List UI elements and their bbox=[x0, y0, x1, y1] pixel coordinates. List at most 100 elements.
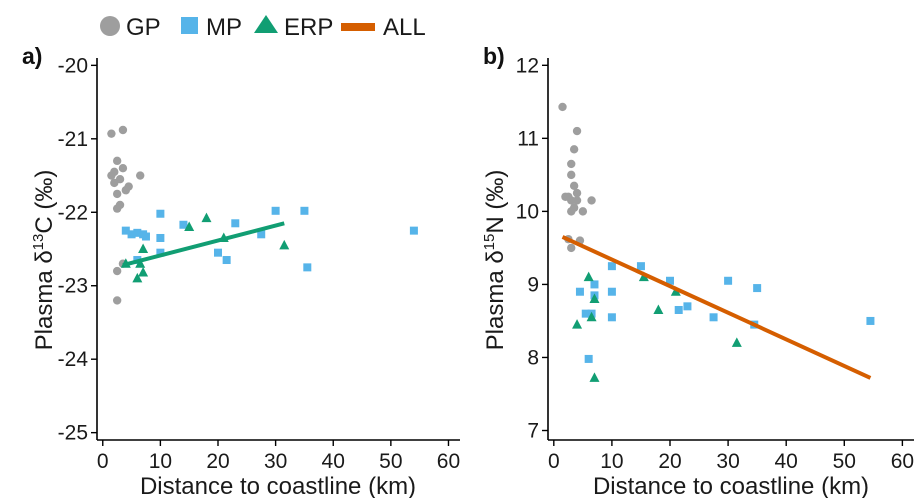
data-point-gp bbox=[107, 129, 116, 138]
data-point-erp bbox=[135, 258, 146, 268]
data-point-erp bbox=[201, 212, 212, 223]
fit-line-all bbox=[561, 235, 872, 380]
data-point-mp bbox=[214, 248, 222, 257]
data-point-mp bbox=[581, 309, 590, 318]
data-point-mp bbox=[709, 313, 718, 322]
x-tick-label: 20 bbox=[206, 450, 229, 473]
data-point-gp bbox=[107, 171, 116, 180]
data-point-gp bbox=[136, 171, 145, 180]
data-point-mp bbox=[575, 287, 584, 296]
data-point-mp bbox=[607, 313, 616, 322]
data-point-gp bbox=[118, 125, 128, 135]
panel-b: b) Plasma δ15N (‰) Distance to coastline… bbox=[481, 43, 914, 498]
data-point-mp bbox=[271, 206, 280, 215]
data-point-erp bbox=[132, 272, 143, 283]
data-point-mp bbox=[866, 316, 875, 325]
x-tick-label: 10 bbox=[149, 450, 172, 473]
data-point-erp bbox=[279, 239, 290, 250]
x-tick-label: 40 bbox=[322, 450, 345, 473]
data-point-gp bbox=[569, 145, 579, 154]
data-point-mp bbox=[222, 256, 231, 265]
x-tick-label: 40 bbox=[775, 450, 798, 473]
data-point-mp bbox=[666, 276, 674, 285]
data-point-mp bbox=[300, 206, 309, 215]
y-axis-title-b-sup: 15 bbox=[481, 234, 498, 251]
data-point-mp bbox=[133, 228, 142, 237]
data-point-mp bbox=[121, 226, 130, 235]
data-point-gp bbox=[569, 181, 579, 191]
data-point-erp bbox=[184, 221, 195, 231]
data-point-gp bbox=[110, 178, 119, 188]
data-point-gp bbox=[587, 196, 596, 205]
data-point-erp bbox=[583, 271, 594, 282]
y-tick-label: 12 bbox=[516, 54, 539, 77]
legend-marker-gp bbox=[100, 16, 120, 36]
x-tick-label: 20 bbox=[658, 450, 681, 473]
x-axis-title-a: Distance to coastline (km) bbox=[140, 473, 416, 498]
x-axis-title-b: Distance to coastline (km) bbox=[593, 473, 869, 498]
data-point-mp bbox=[607, 262, 616, 271]
y-axis-title-a-prefix: Plasma δ bbox=[31, 250, 58, 350]
legend-marker-mp bbox=[181, 17, 198, 34]
y-tick-label: -22 bbox=[58, 201, 88, 224]
data-point-gp bbox=[124, 182, 133, 191]
panel-label-a: a) bbox=[22, 43, 42, 69]
legend-label-mp: MP bbox=[206, 14, 242, 41]
fit-line-erp bbox=[122, 221, 285, 268]
y-tick-label: -21 bbox=[58, 128, 88, 151]
panel-a: a) Plasma δ13C (‰) Distance to coastline… bbox=[22, 43, 460, 498]
data-point-mp bbox=[156, 248, 165, 257]
data-point-erp bbox=[138, 267, 149, 277]
y-tick-label: 11 bbox=[517, 127, 539, 150]
legend-marker-erp bbox=[254, 15, 278, 33]
data-point-mp bbox=[607, 287, 616, 296]
data-point-erp bbox=[731, 337, 742, 347]
data-point-erp bbox=[138, 243, 149, 253]
x-tick-label: 50 bbox=[379, 450, 402, 473]
x-tick-label: 0 bbox=[97, 450, 109, 473]
data-point-mp bbox=[127, 230, 136, 239]
data-point-gp bbox=[112, 204, 122, 213]
y-axis-title-b-prefix: Plasma δ bbox=[482, 250, 509, 350]
panel-label-b: b) bbox=[483, 43, 505, 69]
y-axis-title-a-suffix: C (‰) bbox=[31, 170, 58, 234]
data-point-mp bbox=[231, 219, 240, 228]
data-point-erp bbox=[572, 319, 583, 329]
data-point-mp bbox=[257, 230, 266, 239]
y-tick-label: 10 bbox=[516, 200, 539, 223]
y-axis-title-b-suffix: N (‰) bbox=[482, 170, 509, 234]
data-point-gp bbox=[112, 189, 122, 199]
data-point-mp bbox=[303, 263, 312, 272]
data-point-mp bbox=[179, 220, 188, 229]
data-point-mp bbox=[156, 233, 165, 242]
data-point-gp bbox=[112, 266, 122, 276]
data-point-gp bbox=[572, 126, 582, 136]
x-tick-label: 10 bbox=[600, 450, 623, 473]
y-tick-label: -20 bbox=[58, 54, 88, 77]
x-tick-label: 0 bbox=[548, 450, 560, 473]
data-point-erp bbox=[589, 372, 600, 382]
data-point-mp bbox=[683, 302, 692, 311]
y-axis-title-a-sup: 13 bbox=[30, 234, 47, 251]
y-tick-label: -25 bbox=[58, 422, 88, 445]
data-point-mp bbox=[156, 209, 165, 218]
data-point-gp bbox=[112, 156, 122, 166]
legend-label-all: ALL bbox=[383, 14, 426, 41]
data-point-erp bbox=[589, 293, 600, 304]
data-point-gp bbox=[118, 163, 128, 173]
y-axis-title-a: Plasma δ13C (‰) bbox=[30, 170, 58, 351]
data-point-gp bbox=[567, 159, 576, 169]
data-point-gp bbox=[567, 243, 576, 253]
data-point-erp bbox=[586, 311, 597, 322]
data-point-mp bbox=[636, 262, 645, 271]
y-tick-label: 7 bbox=[527, 420, 539, 443]
data-point-gp bbox=[558, 102, 567, 112]
y-tick-label: 9 bbox=[527, 273, 539, 296]
y-tick-label: 8 bbox=[527, 346, 539, 369]
data-point-gp bbox=[572, 188, 582, 198]
data-point-gp bbox=[567, 170, 576, 180]
x-tick-label: 60 bbox=[437, 450, 460, 473]
data-point-erp bbox=[653, 304, 664, 314]
x-tick-label: 50 bbox=[833, 450, 856, 473]
